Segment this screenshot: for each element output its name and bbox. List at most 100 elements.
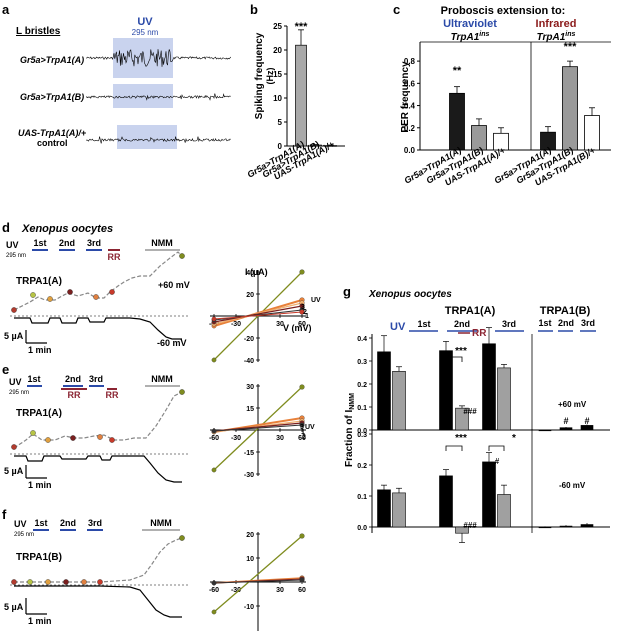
panel-label-b: b bbox=[250, 2, 258, 17]
g-bar-bot-0-0 bbox=[377, 489, 391, 528]
g-bar-b-bot-1 bbox=[559, 525, 573, 528]
d-timepoint-dot-4 bbox=[67, 289, 73, 295]
g-bar-bot-1-0 bbox=[392, 492, 406, 528]
d-nmm: NMM bbox=[151, 238, 173, 248]
d-ytick-label-3: -40 bbox=[244, 358, 254, 365]
f-outward-trace bbox=[14, 537, 183, 583]
f-timepoint-dot-3 bbox=[45, 579, 51, 585]
g-group-a: TRPA1(A) bbox=[445, 305, 496, 317]
e-iv-start-dot-1 bbox=[211, 467, 217, 473]
d-stim-1st: 1st bbox=[33, 238, 46, 248]
g-sig-top: *** bbox=[455, 346, 467, 357]
g-rr: RR bbox=[472, 328, 487, 339]
e-timepoint-dot-3 bbox=[45, 437, 51, 443]
g-bar-b-top-2 bbox=[580, 425, 594, 431]
spike-trace-2 bbox=[86, 93, 231, 101]
f-scale-bar: 5 µA 1 min bbox=[4, 598, 52, 626]
panel-e: e UV 295 nm 1st 2nd 3rd RR RR NMM TRPA1(… bbox=[2, 362, 315, 490]
panel-g: g Xenopus oocytes TRPA1(A) TRPA1(B) UV 1… bbox=[343, 284, 610, 543]
f-construct: TRPA1(B) bbox=[16, 552, 62, 563]
e-rr2: RR bbox=[106, 390, 119, 400]
d-xtick-label-1: -30 bbox=[231, 321, 241, 328]
f-timepoint-dot-6 bbox=[97, 579, 103, 585]
e-xtick-label-0: -60 bbox=[209, 435, 219, 442]
d-timepoint-dot-1 bbox=[11, 307, 17, 313]
g-bar-top-1-0 bbox=[392, 371, 406, 431]
b-ytick-label-15: 15 bbox=[273, 70, 282, 79]
c-ytick-label-0.4: 0.4 bbox=[404, 102, 416, 111]
g-bar-bot-0-1 bbox=[439, 475, 453, 528]
e-stim-1st: 1st bbox=[27, 374, 40, 384]
c-sub2: TrpA1ins bbox=[537, 31, 576, 43]
d-title: Xenopus oocytes bbox=[21, 223, 113, 235]
b-yunit: (Hz) bbox=[265, 68, 275, 85]
c-stars2: *** bbox=[564, 41, 578, 53]
panel-d: d Xenopus oocytes UV 295 nm 1st 2nd 3rd … bbox=[2, 220, 321, 365]
d-ytick-label-1: 20 bbox=[246, 292, 254, 299]
f-iv-plot: 20 10 -10 -60 -30 30 60 bbox=[209, 532, 306, 631]
d-rr: RR bbox=[108, 252, 121, 262]
f-timepoint-dot-5 bbox=[81, 579, 87, 585]
g-b-lbl-2nd: 2nd bbox=[558, 318, 574, 328]
g-bar-bot-1-2 bbox=[497, 494, 511, 528]
e-scale-i: 5 µA bbox=[4, 466, 24, 476]
d-iv-n1: 1 bbox=[305, 313, 309, 320]
e-stim-2nd: 2nd bbox=[65, 374, 81, 384]
uv-box-2 bbox=[113, 84, 173, 108]
g-hash-top: ### bbox=[463, 407, 477, 416]
g-bar-top-1-2 bbox=[497, 367, 511, 431]
g-hash-bot: ### bbox=[463, 521, 477, 530]
g-lbl-2nd: 2nd bbox=[454, 319, 470, 329]
b-ytick-label-5: 5 bbox=[278, 118, 283, 127]
e-iv-n3: 3 bbox=[300, 424, 304, 431]
g-bar-b-bot-0 bbox=[538, 526, 552, 529]
panel-label-e: e bbox=[2, 362, 9, 377]
spike-trace-1 bbox=[86, 49, 231, 67]
trace-label-1: Gr5a>TrpA1(A) bbox=[20, 55, 84, 65]
c-bar-2-3 bbox=[584, 115, 600, 151]
g-bar-bot-0-2 bbox=[482, 461, 496, 528]
d-traces bbox=[10, 251, 190, 340]
d-iv-ylabel: I (µA) bbox=[245, 267, 268, 277]
g-title: Xenopus oocytes bbox=[368, 289, 452, 300]
g-uv: UV bbox=[390, 321, 406, 333]
f-timepoint-dot-4 bbox=[63, 579, 69, 585]
f-xtick-label-3: 60 bbox=[298, 587, 306, 594]
d-scale-i: 5 µA bbox=[4, 331, 24, 341]
c-stars1: ** bbox=[453, 65, 462, 77]
g-sig-bot2: * bbox=[512, 433, 516, 444]
f-xtick-label-2: 30 bbox=[276, 587, 284, 594]
e-scale-t: 1 min bbox=[28, 480, 52, 490]
panel-label-d: d bbox=[2, 220, 10, 235]
f-traces bbox=[10, 535, 190, 618]
d-timepoint-dot-7 bbox=[179, 253, 185, 259]
d-iv-start-dot-6 bbox=[211, 316, 217, 322]
f-iv-end-dot-1 bbox=[299, 533, 305, 539]
e-stim-3rd: 3rd bbox=[89, 374, 103, 384]
g-lbl-3rd: 3rd bbox=[502, 319, 516, 329]
f-scale-t: 1 min bbox=[28, 616, 52, 626]
d-stim-2nd: 2nd bbox=[59, 238, 75, 248]
e-construct: TRPA1(A) bbox=[16, 408, 62, 419]
e-timepoint-dot-4 bbox=[70, 435, 76, 441]
g-hash-b1: # bbox=[563, 416, 568, 426]
panel-label-g: g bbox=[343, 284, 351, 299]
e-uv: UV bbox=[9, 377, 22, 387]
e-rr1: RR bbox=[68, 390, 81, 400]
c-axes: 0.0 0.2 0.4 0.6 0.8 bbox=[404, 41, 611, 155]
g-bar-b-top-1 bbox=[559, 427, 573, 431]
f-ytick-label-2: -10 bbox=[244, 604, 254, 611]
d-timepoint-dot-3 bbox=[47, 296, 53, 302]
g-bracket-bot-3rd bbox=[488, 445, 505, 451]
e-timepoint-dot-6 bbox=[109, 437, 115, 443]
f-iv-line-1 bbox=[213, 535, 303, 613]
e-iv-n2: 2 bbox=[302, 434, 306, 441]
g-b-lbl-1st: 1st bbox=[538, 318, 551, 328]
e-xtick-label-1: -30 bbox=[231, 435, 241, 442]
e-inward-trace bbox=[14, 455, 182, 483]
e-ytick-label-0: 30 bbox=[246, 384, 254, 391]
panel-label-c: c bbox=[393, 2, 400, 17]
b-bars bbox=[295, 29, 337, 147]
b-ytick-label-10: 10 bbox=[273, 94, 282, 103]
d-iv-xlabel: V (mV) bbox=[283, 323, 312, 333]
